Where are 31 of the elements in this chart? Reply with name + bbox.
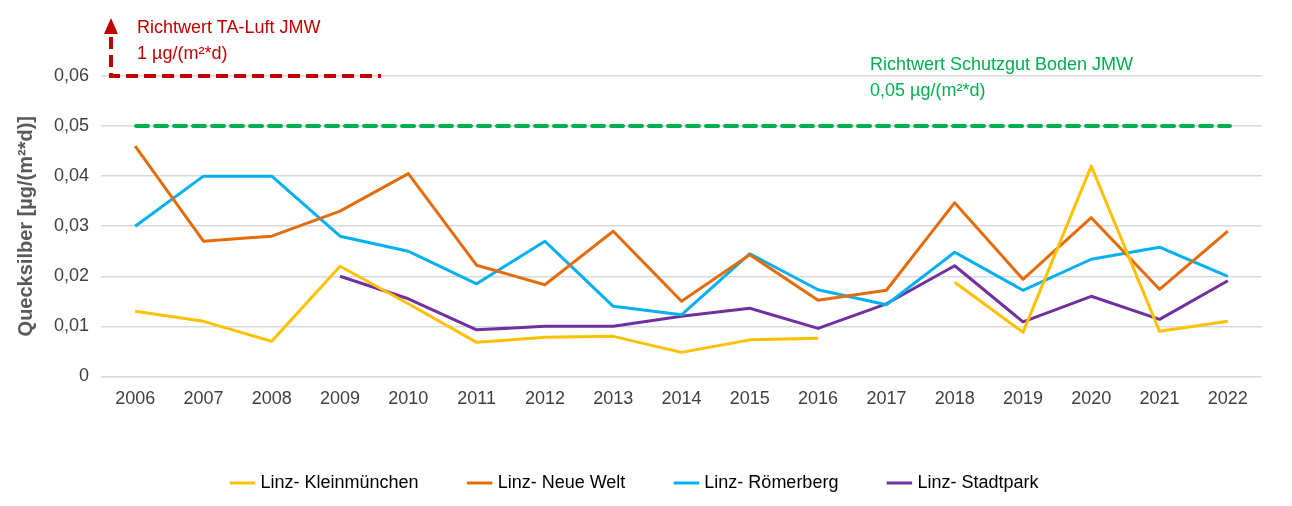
y-axis-title: Quecksilber [µg/(m²*d)] xyxy=(13,115,36,337)
x-tick-label: 2014 xyxy=(661,388,702,409)
x-tick-label: 2015 xyxy=(729,388,770,409)
legend-label: Linz- Neue Welt xyxy=(497,471,626,492)
legend-label: Linz- Römerberg xyxy=(704,471,839,492)
x-tick-label: 2020 xyxy=(1071,388,1112,409)
x-tick-label: 2019 xyxy=(1002,388,1043,409)
y-tick-label: 0,04 xyxy=(53,165,90,186)
y-tick-label: 0 xyxy=(79,365,90,386)
x-tick-label: 2006 xyxy=(115,388,156,409)
x-tick-label: 2022 xyxy=(1207,388,1248,409)
text: Richtwert TA-Luft JMW 1 µg/(m²*d) xyxy=(137,16,321,63)
x-tick-label: 2011 xyxy=(457,388,496,409)
x-tick-label: 2013 xyxy=(593,388,634,409)
x-tick-label: 2017 xyxy=(866,388,907,409)
x-tick-label: 2008 xyxy=(251,388,292,409)
x-tick-label: 2018 xyxy=(934,388,975,409)
ref-line-label: Richtwert Schutzgut Boden JMW 0,05 µg/(m²*d) xyxy=(870,54,1134,101)
y-tick-label: 0,05 xyxy=(53,115,90,136)
y-tick-label: 0,01 xyxy=(53,315,90,336)
legend-label: Linz- Kleinmünchen xyxy=(260,471,419,492)
x-tick-label: 2016 xyxy=(798,388,839,409)
x-tick-label: 2009 xyxy=(320,388,361,409)
x-tick-label: 2021 xyxy=(1139,388,1180,409)
x-tick-label: 2010 xyxy=(388,388,429,409)
y-tick-label: 0,02 xyxy=(53,265,90,286)
x-tick-label: 2007 xyxy=(183,388,224,409)
legend-label: Linz- Stadtpark xyxy=(917,471,1040,492)
x-tick-label: 2012 xyxy=(524,388,565,409)
y-tick-label: 0,03 xyxy=(53,215,90,236)
y-tick-label: 0,06 xyxy=(53,64,90,85)
